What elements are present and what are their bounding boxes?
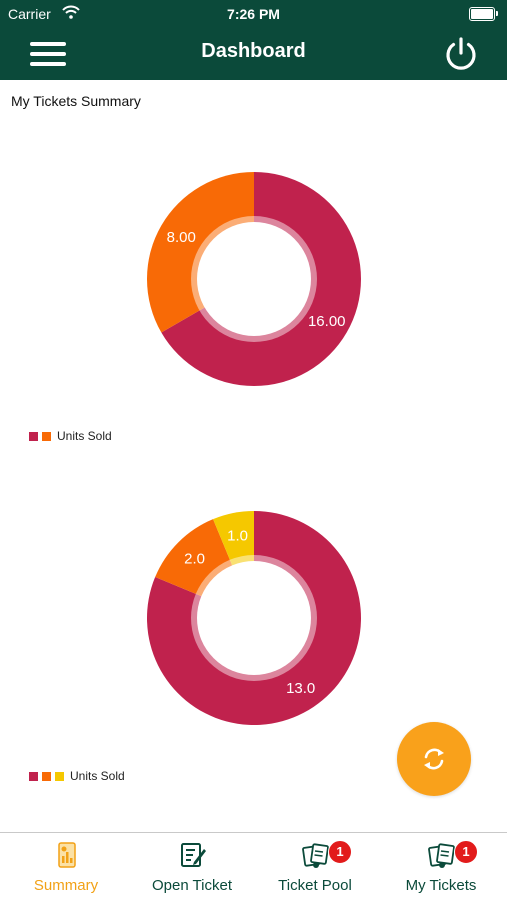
donut-hole — [197, 561, 311, 675]
status-time: 7:26 PM — [227, 6, 280, 22]
power-icon[interactable] — [442, 35, 480, 73]
donut-hole — [197, 222, 311, 336]
legend-label: Units Sold — [57, 429, 112, 443]
refresh-icon — [424, 748, 444, 770]
slice-value-label: 2.0 — [184, 551, 205, 568]
my-tickets-icon — [428, 843, 455, 868]
menu-icon[interactable] — [30, 40, 66, 68]
tab-ticket-pool[interactable]: 1 Ticket Pool — [252, 833, 378, 901]
ticket-pool-badge: 1 — [328, 840, 352, 864]
nav-bar: Dashboard — [0, 28, 507, 80]
summary-icon — [58, 842, 76, 868]
my-tickets-badge: 1 — [454, 840, 478, 864]
legend-swatch — [42, 431, 51, 441]
chart-2-legend: Units Sold — [29, 769, 125, 783]
wifi-icon — [62, 5, 80, 19]
battery-icon — [469, 7, 498, 21]
open-ticket-icon — [181, 843, 206, 867]
legend-swatch — [42, 771, 51, 781]
tab-label: Summary — [33, 877, 99, 894]
units-sold-donut-chart-1: 16.00 8.00 — [147, 172, 361, 386]
tab-my-tickets[interactable]: 1 My Tickets — [378, 833, 504, 901]
tab-open-ticket[interactable]: Open Ticket — [129, 833, 255, 901]
page-title: Dashboard — [201, 40, 306, 62]
legend-swatch — [55, 771, 64, 781]
units-sold-donut-chart-2: 13.0 2.0 1.0 — [147, 511, 361, 725]
tab-summary[interactable]: Summary — [3, 833, 129, 901]
tab-label: My Tickets — [405, 877, 477, 894]
tab-label: Ticket Pool — [278, 877, 352, 894]
ticket-pool-icon — [302, 843, 329, 868]
slice-value-label: 1.0 — [227, 528, 248, 545]
tab-bar: Summary Open Ticket 1 Ticket Pool — [0, 832, 507, 901]
refresh-button[interactable] — [397, 722, 471, 796]
slice-value-label: 13.0 — [286, 680, 315, 697]
legend-label: Units Sold — [70, 769, 125, 783]
legend-swatch — [29, 431, 38, 441]
status-bar: Carrier 7:26 PM — [0, 0, 507, 28]
tab-label: Open Ticket — [151, 877, 233, 894]
chart-1-legend: Units Sold — [29, 429, 112, 443]
summary-title: My Tickets Summary — [11, 93, 141, 109]
slice-value-label: 8.00 — [167, 229, 196, 246]
legend-swatch — [29, 771, 38, 781]
carrier-label: Carrier — [8, 6, 51, 22]
slice-value-label: 16.00 — [308, 313, 346, 330]
